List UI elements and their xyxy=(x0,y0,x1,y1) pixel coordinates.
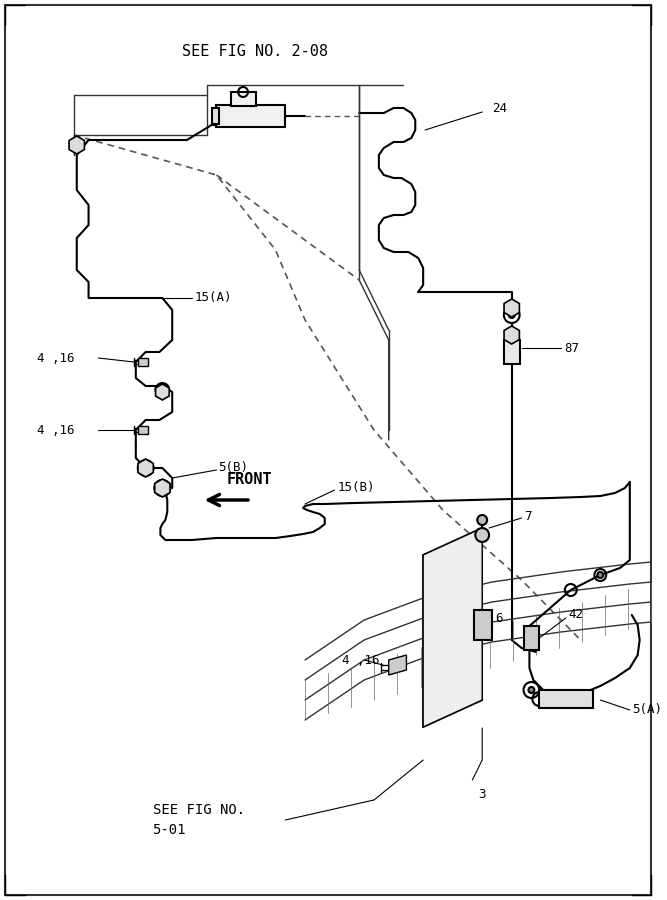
Bar xyxy=(211,108,219,124)
Text: 4 ,16: 4 ,16 xyxy=(342,653,380,667)
Circle shape xyxy=(74,142,80,148)
Circle shape xyxy=(141,464,149,472)
Polygon shape xyxy=(155,384,169,400)
Text: 4 ,16: 4 ,16 xyxy=(37,352,75,365)
Polygon shape xyxy=(504,299,520,317)
Text: 3: 3 xyxy=(478,788,486,802)
Text: 15(B): 15(B) xyxy=(338,482,375,494)
Text: SEE FIG NO. 2-08: SEE FIG NO. 2-08 xyxy=(182,44,328,59)
Circle shape xyxy=(528,687,534,693)
Bar xyxy=(524,626,540,650)
Text: 7: 7 xyxy=(524,509,532,523)
Text: 87: 87 xyxy=(564,341,579,355)
Circle shape xyxy=(155,383,169,397)
Polygon shape xyxy=(389,655,406,675)
Polygon shape xyxy=(138,426,147,434)
Text: 15(A): 15(A) xyxy=(195,292,232,304)
Text: 24: 24 xyxy=(492,102,507,114)
Polygon shape xyxy=(423,528,482,727)
Circle shape xyxy=(476,528,489,542)
Text: 42: 42 xyxy=(569,608,584,620)
Text: 5(A): 5(A) xyxy=(632,704,662,716)
Polygon shape xyxy=(155,479,170,497)
Circle shape xyxy=(70,138,83,152)
Polygon shape xyxy=(69,136,85,154)
Bar xyxy=(474,610,492,640)
Bar xyxy=(217,105,285,127)
Circle shape xyxy=(598,572,603,578)
Bar xyxy=(540,690,594,708)
Bar xyxy=(231,92,256,106)
Polygon shape xyxy=(138,459,153,477)
Text: 5(B): 5(B) xyxy=(219,462,249,474)
Bar xyxy=(504,340,520,364)
Circle shape xyxy=(155,480,170,496)
Text: 6: 6 xyxy=(495,611,502,625)
Circle shape xyxy=(509,312,515,318)
Text: 4 ,16: 4 ,16 xyxy=(37,424,75,436)
Text: 5-01: 5-01 xyxy=(153,823,186,837)
Circle shape xyxy=(478,515,487,525)
Polygon shape xyxy=(138,358,147,366)
Polygon shape xyxy=(504,326,520,344)
Text: SEE FIG NO.: SEE FIG NO. xyxy=(153,803,245,817)
Text: FRONT: FRONT xyxy=(226,472,272,488)
